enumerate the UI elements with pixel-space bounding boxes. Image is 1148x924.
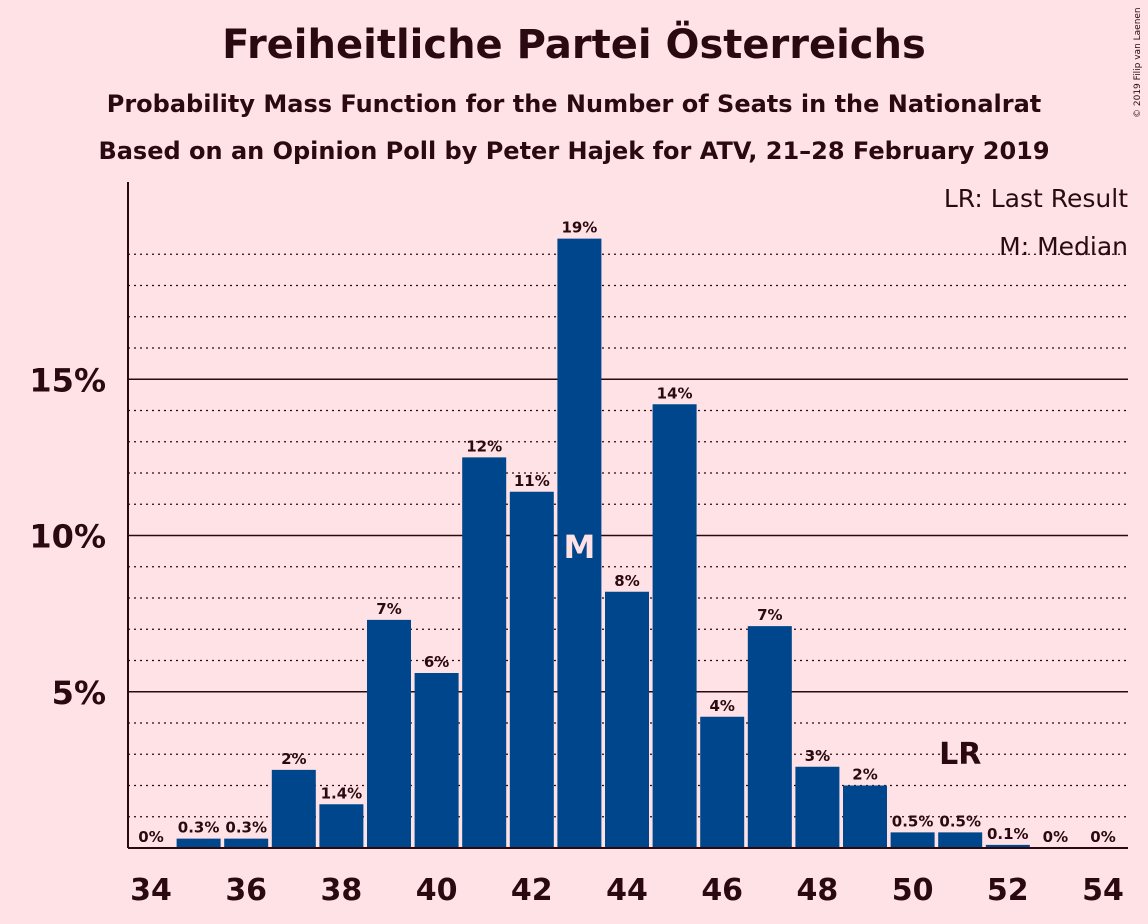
bar-seat-45 <box>652 404 697 848</box>
data-label: 14% <box>657 384 693 402</box>
x-tick-label: 44 <box>606 873 648 908</box>
bar-seat-41 <box>462 457 507 848</box>
bar-seat-52 <box>985 844 1030 848</box>
legend-median: M: Median <box>999 232 1128 261</box>
y-tick-label: 10% <box>29 518 106 556</box>
bar-seat-48 <box>795 766 840 848</box>
bar-seat-49 <box>843 785 887 848</box>
x-tick-label: 52 <box>987 873 1029 908</box>
data-label: 7% <box>757 606 782 624</box>
chart-title: Freiheitliche Partei Österreichs <box>222 22 926 68</box>
data-label: 3% <box>805 747 830 765</box>
bar-seat-44 <box>605 591 649 848</box>
chart-subtitle: Probability Mass Function for the Number… <box>106 90 1042 118</box>
bar-seat-38 <box>319 804 364 848</box>
bar-seat-35 <box>176 838 221 848</box>
bar-seat-46 <box>700 716 745 848</box>
data-label: 0% <box>1043 828 1068 846</box>
x-tick-label: 38 <box>321 873 363 908</box>
x-tick-label: 54 <box>1082 873 1124 908</box>
x-tick-label: 34 <box>130 873 172 908</box>
bar-seat-39 <box>367 619 411 848</box>
bar-seat-42 <box>509 491 554 848</box>
bar-seat-43 <box>557 238 602 848</box>
data-label: 0.1% <box>987 825 1029 843</box>
data-label: 0% <box>1090 828 1115 846</box>
x-tick-label: 46 <box>701 873 743 908</box>
data-label: 7% <box>376 600 401 618</box>
bar-seat-37 <box>271 769 316 848</box>
data-label: 2% <box>281 750 306 768</box>
data-label: 4% <box>709 697 734 715</box>
data-label: 0.5% <box>892 812 934 830</box>
median-marker: M <box>563 528 595 566</box>
x-tick-label: 50 <box>892 873 934 908</box>
chart-source-line: Based on an Opinion Poll by Peter Hajek … <box>98 137 1050 165</box>
x-tick-label: 40 <box>416 873 458 908</box>
data-label: 19% <box>561 219 597 237</box>
bar-seat-50 <box>890 832 935 848</box>
data-label: 2% <box>852 766 877 784</box>
x-tick-label: 36 <box>225 873 267 908</box>
data-label: 0.3% <box>178 819 220 837</box>
data-label: 0% <box>138 828 163 846</box>
data-label: 6% <box>424 653 449 671</box>
data-label: 12% <box>466 437 502 455</box>
y-tick-label: 5% <box>52 674 106 712</box>
data-label: 0.3% <box>225 819 267 837</box>
data-label: 11% <box>514 472 550 490</box>
x-tick-label: 48 <box>797 873 839 908</box>
x-tick-label: 42 <box>511 873 553 908</box>
y-tick-label: 15% <box>29 361 106 399</box>
bar-seat-40 <box>414 673 459 848</box>
legend-last-result: LR: Last Result <box>943 184 1128 213</box>
bar-seat-47 <box>747 626 792 848</box>
data-label: 0.5% <box>939 812 981 830</box>
last-result-marker: LR <box>939 737 981 772</box>
bar-seat-36 <box>224 838 269 848</box>
data-label: 1.4% <box>321 784 363 802</box>
data-label: 8% <box>614 572 639 590</box>
bar-seat-51 <box>938 832 983 848</box>
